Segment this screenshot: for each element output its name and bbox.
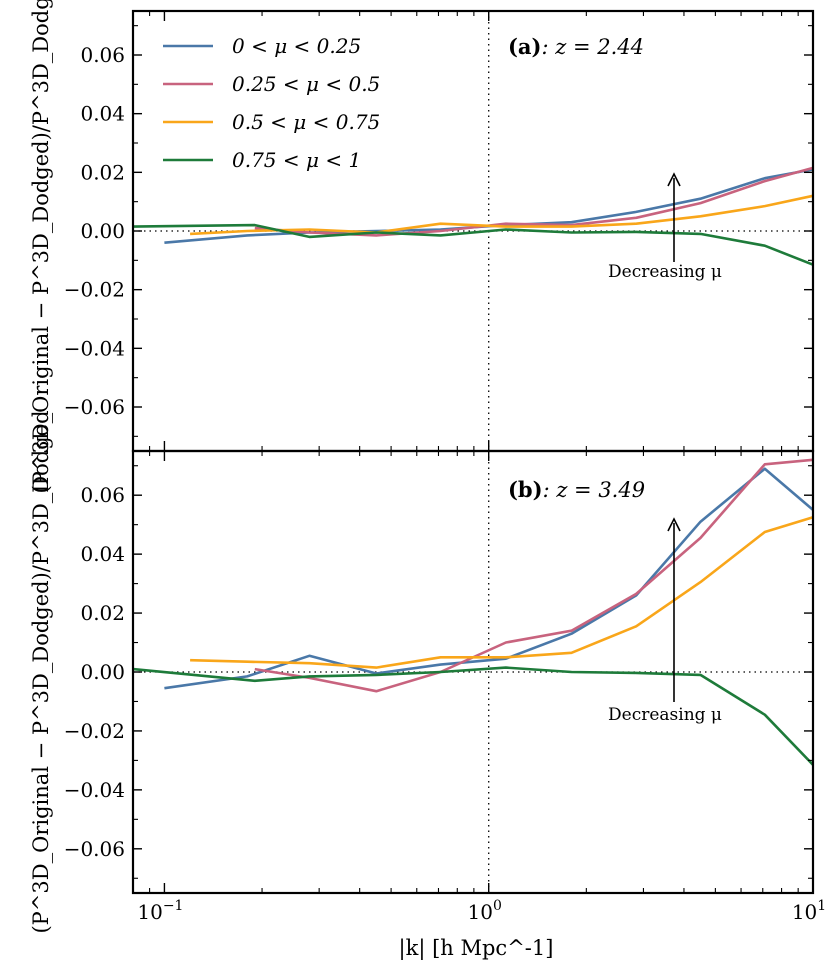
legend-label: 0.25 < μ < 0.5	[232, 72, 380, 96]
y-tick-label: 0.02	[80, 160, 125, 184]
series-line-2	[254, 166, 814, 237]
panel-a-label: (a): z = 2.44	[508, 34, 644, 59]
y-tick-label: −0.02	[64, 719, 125, 743]
panel-b-label: (b): z = 3.49	[508, 477, 645, 502]
y-tick-label: 0.06	[80, 483, 125, 507]
legend-label: 0 < μ < 0.25	[232, 34, 361, 58]
y-tick-label: −0.04	[64, 778, 125, 802]
y-tick-label: −0.06	[64, 837, 125, 861]
annotation-b: Decreasing μ	[608, 517, 722, 725]
panel-b-label-prefix: (b)	[508, 477, 543, 502]
y-tick-label: −0.02	[64, 278, 125, 302]
annotation-a-text: Decreasing μ	[608, 262, 722, 282]
y-tick-label: 0.02	[80, 601, 125, 625]
y-tick-label: 0.00	[80, 219, 125, 243]
legend: 0 < μ < 0.25 0.25 < μ < 0.5 0.5 < μ < 0.75…	[163, 34, 380, 172]
y-axis-label-top: (P^3D_Original − P^3D_Dodged)/P^3D_Dodge…	[29, 0, 53, 494]
y-tick-label: −0.04	[64, 336, 125, 360]
y-tick-label: 0.04	[80, 542, 125, 566]
y-tick-label: 0.04	[80, 102, 125, 126]
arrow-head-icon	[667, 517, 681, 532]
annotation-b-text: Decreasing μ	[608, 705, 722, 725]
panel-a: −0.06 −0.04 −0.02 0.00 0.02 0.04 0.06	[64, 9, 815, 453]
panel-b-label-suffix: : z = 3.49	[543, 478, 646, 502]
annotation-a: Decreasing μ	[608, 172, 722, 282]
x-axis: 10−1 100 101	[137, 898, 826, 924]
y-tick-label: 0.00	[80, 660, 125, 684]
panel-b: −0.06 −0.04 −0.02 0.00 0.02 0.04 0.06	[64, 449, 815, 895]
arrow-head-icon	[667, 172, 681, 187]
series-line-3	[190, 516, 814, 669]
legend-label: 0.75 < μ < 1	[232, 148, 361, 172]
series-line-3	[190, 194, 814, 236]
series-line-4	[132, 666, 814, 766]
y-axis-label-bottom: (P^3D_Original − P^3D_Dodged)/P^3D_Dodge…	[29, 410, 53, 933]
legend-label: 0.5 < μ < 0.75	[232, 110, 380, 134]
series-line-4	[132, 223, 814, 266]
panel-a-label-prefix: (a)	[508, 34, 541, 59]
y-tick-label: 0.06	[80, 43, 125, 67]
series-line-2	[254, 458, 814, 693]
panel-a-label-suffix: : z = 2.44	[541, 35, 644, 59]
y-tick-label: −0.06	[64, 395, 125, 419]
x-tick-label: 10−1	[137, 898, 183, 924]
x-tick-label: 100	[468, 898, 502, 924]
x-tick-label: 101	[792, 898, 826, 924]
x-axis-label: |k| [h Mpc^-1]	[399, 936, 554, 961]
